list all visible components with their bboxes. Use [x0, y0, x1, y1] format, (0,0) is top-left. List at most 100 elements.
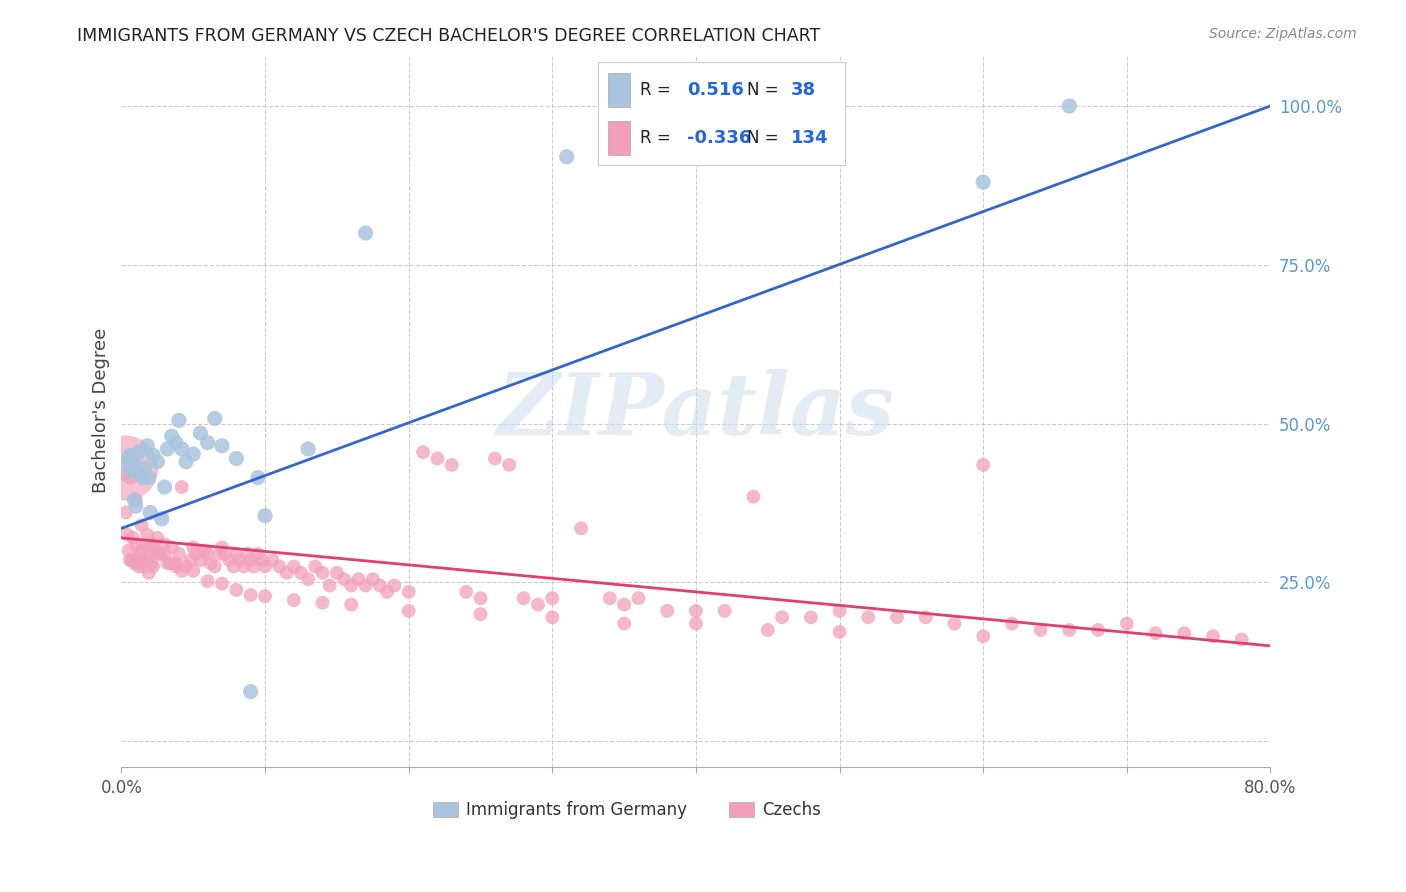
- Point: [972, 629, 994, 643]
- Point: [828, 604, 851, 618]
- Point: [214, 547, 236, 561]
- Point: [225, 582, 247, 597]
- Point: [456, 585, 478, 599]
- Point: [262, 553, 284, 567]
- Point: [225, 547, 247, 561]
- Point: [333, 572, 356, 586]
- Point: [167, 413, 190, 427]
- Point: [236, 547, 259, 561]
- Point: [426, 451, 449, 466]
- Point: [184, 547, 207, 561]
- Point: [318, 578, 340, 592]
- Point: [170, 442, 193, 456]
- Point: [132, 470, 155, 484]
- Point: [159, 557, 181, 571]
- Point: [197, 547, 219, 561]
- Point: [160, 429, 183, 443]
- Point: [254, 590, 277, 604]
- Point: [138, 470, 160, 484]
- Point: [150, 512, 173, 526]
- Point: [128, 445, 150, 459]
- Point: [1115, 616, 1137, 631]
- Point: [269, 559, 291, 574]
- Point: [943, 616, 966, 631]
- Text: Source: ZipAtlas.com: Source: ZipAtlas.com: [1209, 27, 1357, 41]
- Point: [134, 461, 156, 475]
- Point: [122, 531, 145, 545]
- Point: [167, 547, 190, 561]
- Point: [225, 451, 247, 466]
- Point: [1001, 616, 1024, 631]
- Point: [239, 684, 262, 698]
- Text: IMMIGRANTS FROM GERMANY VS CZECH BACHELOR'S DEGREE CORRELATION CHART: IMMIGRANTS FROM GERMANY VS CZECH BACHELO…: [77, 27, 821, 45]
- Point: [218, 553, 240, 567]
- Point: [886, 610, 908, 624]
- Point: [204, 411, 226, 425]
- Point: [124, 492, 146, 507]
- Point: [125, 499, 148, 513]
- Point: [685, 616, 707, 631]
- Point: [136, 439, 159, 453]
- Point: [139, 506, 162, 520]
- Point: [304, 559, 326, 574]
- Point: [470, 607, 492, 621]
- Point: [250, 553, 273, 567]
- Point: [136, 527, 159, 541]
- Point: [1202, 629, 1225, 643]
- Point: [527, 598, 550, 612]
- Point: [972, 458, 994, 472]
- Point: [512, 591, 534, 606]
- Point: [382, 578, 405, 592]
- Point: [246, 470, 269, 484]
- Point: [541, 591, 564, 606]
- Point: [627, 591, 650, 606]
- Point: [142, 559, 165, 574]
- Point: [685, 604, 707, 618]
- Point: [239, 553, 262, 567]
- Point: [112, 467, 135, 482]
- Point: [599, 591, 621, 606]
- Point: [142, 448, 165, 462]
- Point: [232, 559, 254, 574]
- Point: [121, 464, 143, 478]
- Point: [368, 578, 391, 592]
- Point: [1173, 626, 1195, 640]
- Point: [131, 518, 153, 533]
- Point: [800, 610, 823, 624]
- Point: [208, 547, 231, 561]
- Point: [115, 527, 138, 541]
- Point: [129, 543, 152, 558]
- Point: [375, 585, 398, 599]
- Point: [1029, 623, 1052, 637]
- Point: [222, 559, 245, 574]
- Legend: Immigrants from Germany, Czechs: Immigrants from Germany, Czechs: [426, 795, 828, 826]
- Point: [239, 588, 262, 602]
- Point: [125, 537, 148, 551]
- Point: [131, 547, 153, 561]
- Point: [121, 553, 143, 567]
- Text: ZIPatlas: ZIPatlas: [496, 369, 896, 452]
- Point: [283, 593, 305, 607]
- Point: [114, 458, 136, 472]
- Point: [1059, 99, 1081, 113]
- Point: [165, 435, 187, 450]
- Point: [160, 541, 183, 555]
- Point: [134, 559, 156, 574]
- Point: [165, 557, 187, 571]
- Point: [114, 506, 136, 520]
- Point: [153, 547, 176, 561]
- Point: [361, 572, 384, 586]
- Point: [412, 445, 434, 459]
- Point: [1087, 623, 1109, 637]
- Point: [613, 598, 636, 612]
- Point: [756, 623, 779, 637]
- Point: [200, 557, 222, 571]
- Point: [398, 585, 420, 599]
- Point: [156, 557, 179, 571]
- Point: [170, 480, 193, 494]
- Point: [254, 508, 277, 523]
- Point: [135, 537, 157, 551]
- Point: [290, 566, 312, 580]
- Point: [484, 451, 506, 466]
- Point: [858, 610, 880, 624]
